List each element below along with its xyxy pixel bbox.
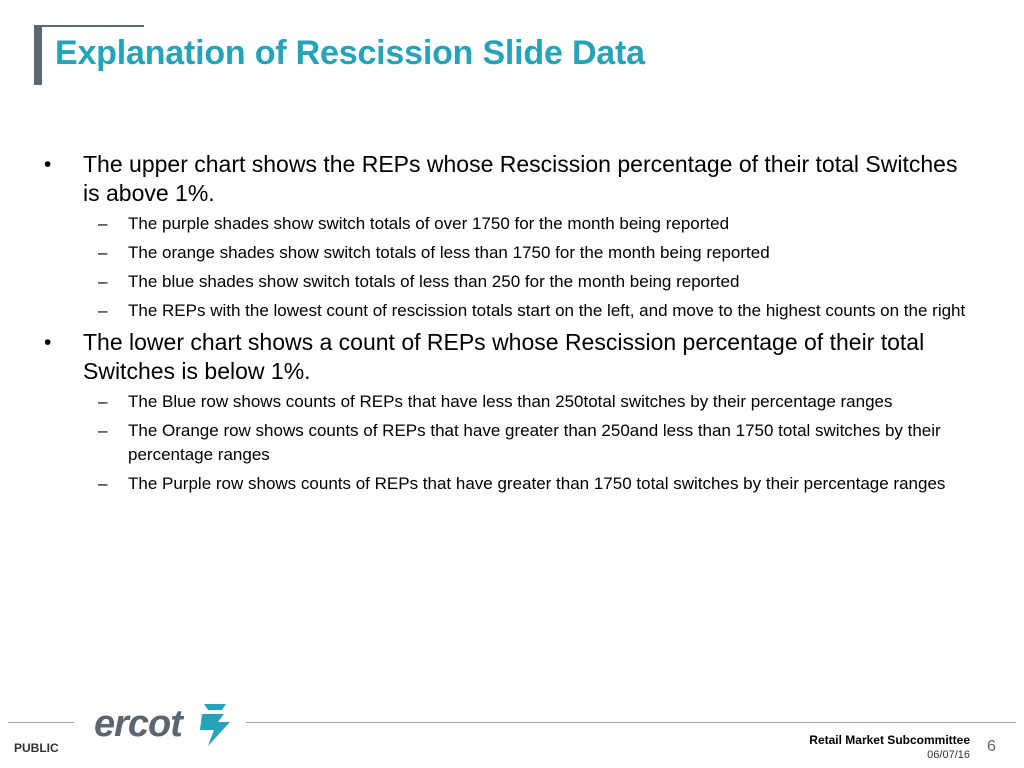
sub-bullet-text: The REPs with the lowest count of rescis… [128,301,966,320]
footer-divider-left [8,722,74,723]
bullet-1: • The upper chart shows the REPs whose R… [40,150,980,208]
sub-bullet-mark: – [98,214,108,233]
logo-bolt-icon [200,704,230,746]
bullet-mark: • [44,153,52,176]
sub-bullet-text: The Orange row shows counts of REPs that… [128,421,941,464]
sub-bullet-text: The orange shades show switch totals of … [128,243,770,262]
title-accent-bar [34,25,42,85]
sub-bullet: – The Orange row shows counts of REPs th… [40,419,980,467]
bullet-mark: • [44,331,52,354]
page-number: 6 [987,738,996,755]
footer-divider-right [246,722,1016,723]
sub-bullet: – The purple shades show switch totals o… [40,212,980,236]
sub-bullet-mark: – [98,301,108,320]
sub-bullet-text: The blue shades show switch totals of le… [128,272,740,291]
logo-wordmark: ercot [94,703,184,745]
sub-bullet: – The Purple row shows counts of REPs th… [40,472,980,496]
sub-bullet: – The orange shades show switch totals o… [40,241,980,265]
slide-body: • The upper chart shows the REPs whose R… [40,150,980,501]
sub-bullet-mark: – [98,421,108,440]
bullet-text: The upper chart shows the REPs whose Res… [83,151,958,206]
ercot-logo: ercot [94,703,230,746]
committee-name: Retail Market Subcommittee [809,733,970,747]
title-accent-line [34,25,144,27]
slide-title: Explanation of Rescission Slide Data [55,34,645,72]
sub-bullet: – The Blue row shows counts of REPs that… [40,390,980,414]
sub-bullet-text: The Purple row shows counts of REPs that… [128,474,946,493]
sub-bullet-mark: – [98,392,108,411]
sub-bullet-text: The Blue row shows counts of REPs that h… [128,392,893,411]
sub-bullet-text: The purple shades show switch totals of … [128,214,730,233]
classification-label: PUBLIC [14,741,59,755]
bullet-text: The lower chart shows a count of REPs wh… [83,329,925,384]
sub-bullet: – The REPs with the lowest count of resc… [40,299,980,323]
bullet-2: • The lower chart shows a count of REPs … [40,328,980,386]
presentation-date: 06/07/16 [927,749,970,761]
sub-bullet-mark: – [98,243,108,262]
sub-bullet: – The blue shades show switch totals of … [40,270,980,294]
sub-bullet-mark: – [98,272,108,291]
footer-meta: Retail Market Subcommittee 06/07/16 [809,733,970,763]
sub-bullet-mark: – [98,474,108,493]
